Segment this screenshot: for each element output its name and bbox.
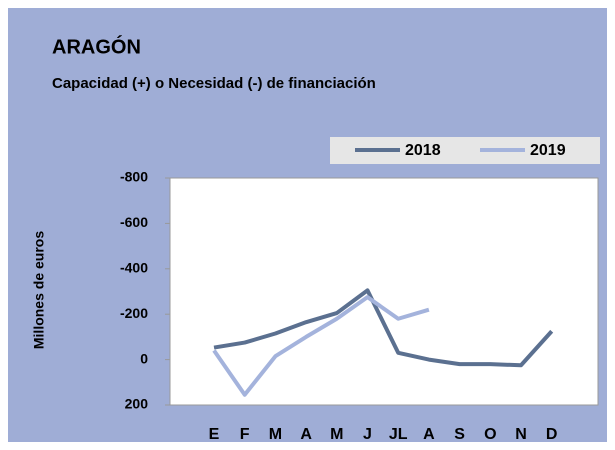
chart-subtitle: Capacidad (+) o Necesidad (-) de financi…	[52, 75, 376, 92]
y-tick-label: -800	[120, 169, 148, 185]
x-tick-label: A	[423, 426, 435, 443]
x-tick-label: M	[330, 426, 343, 443]
x-tick-label: S	[454, 426, 465, 443]
y-tick-label: 0	[140, 350, 148, 366]
chart-title: ARAGÓN	[52, 34, 141, 58]
x-tick-label: F	[240, 426, 250, 443]
legend-label: 2019	[530, 142, 566, 159]
x-tick-label: A	[300, 426, 312, 443]
series-line	[213, 288, 554, 368]
x-tick-label: E	[209, 426, 220, 443]
y-tick-label: -200	[120, 305, 148, 321]
plot-area	[169, 177, 599, 406]
x-tick-label: J	[363, 426, 372, 443]
x-tick-label: M	[269, 426, 282, 443]
y-tick-label: -400	[120, 260, 148, 276]
x-tick-label: D	[546, 426, 558, 443]
x-tick-label: N	[515, 426, 527, 443]
y-tick-label: 200	[125, 396, 149, 412]
y-tick-label: -600	[120, 214, 148, 230]
y-axis-label: Millones de euros	[31, 231, 47, 349]
legend-label: 2018	[405, 142, 441, 159]
x-tick-label: JL	[389, 426, 408, 443]
series-line	[212, 295, 430, 397]
x-tick-label: O	[484, 426, 496, 443]
